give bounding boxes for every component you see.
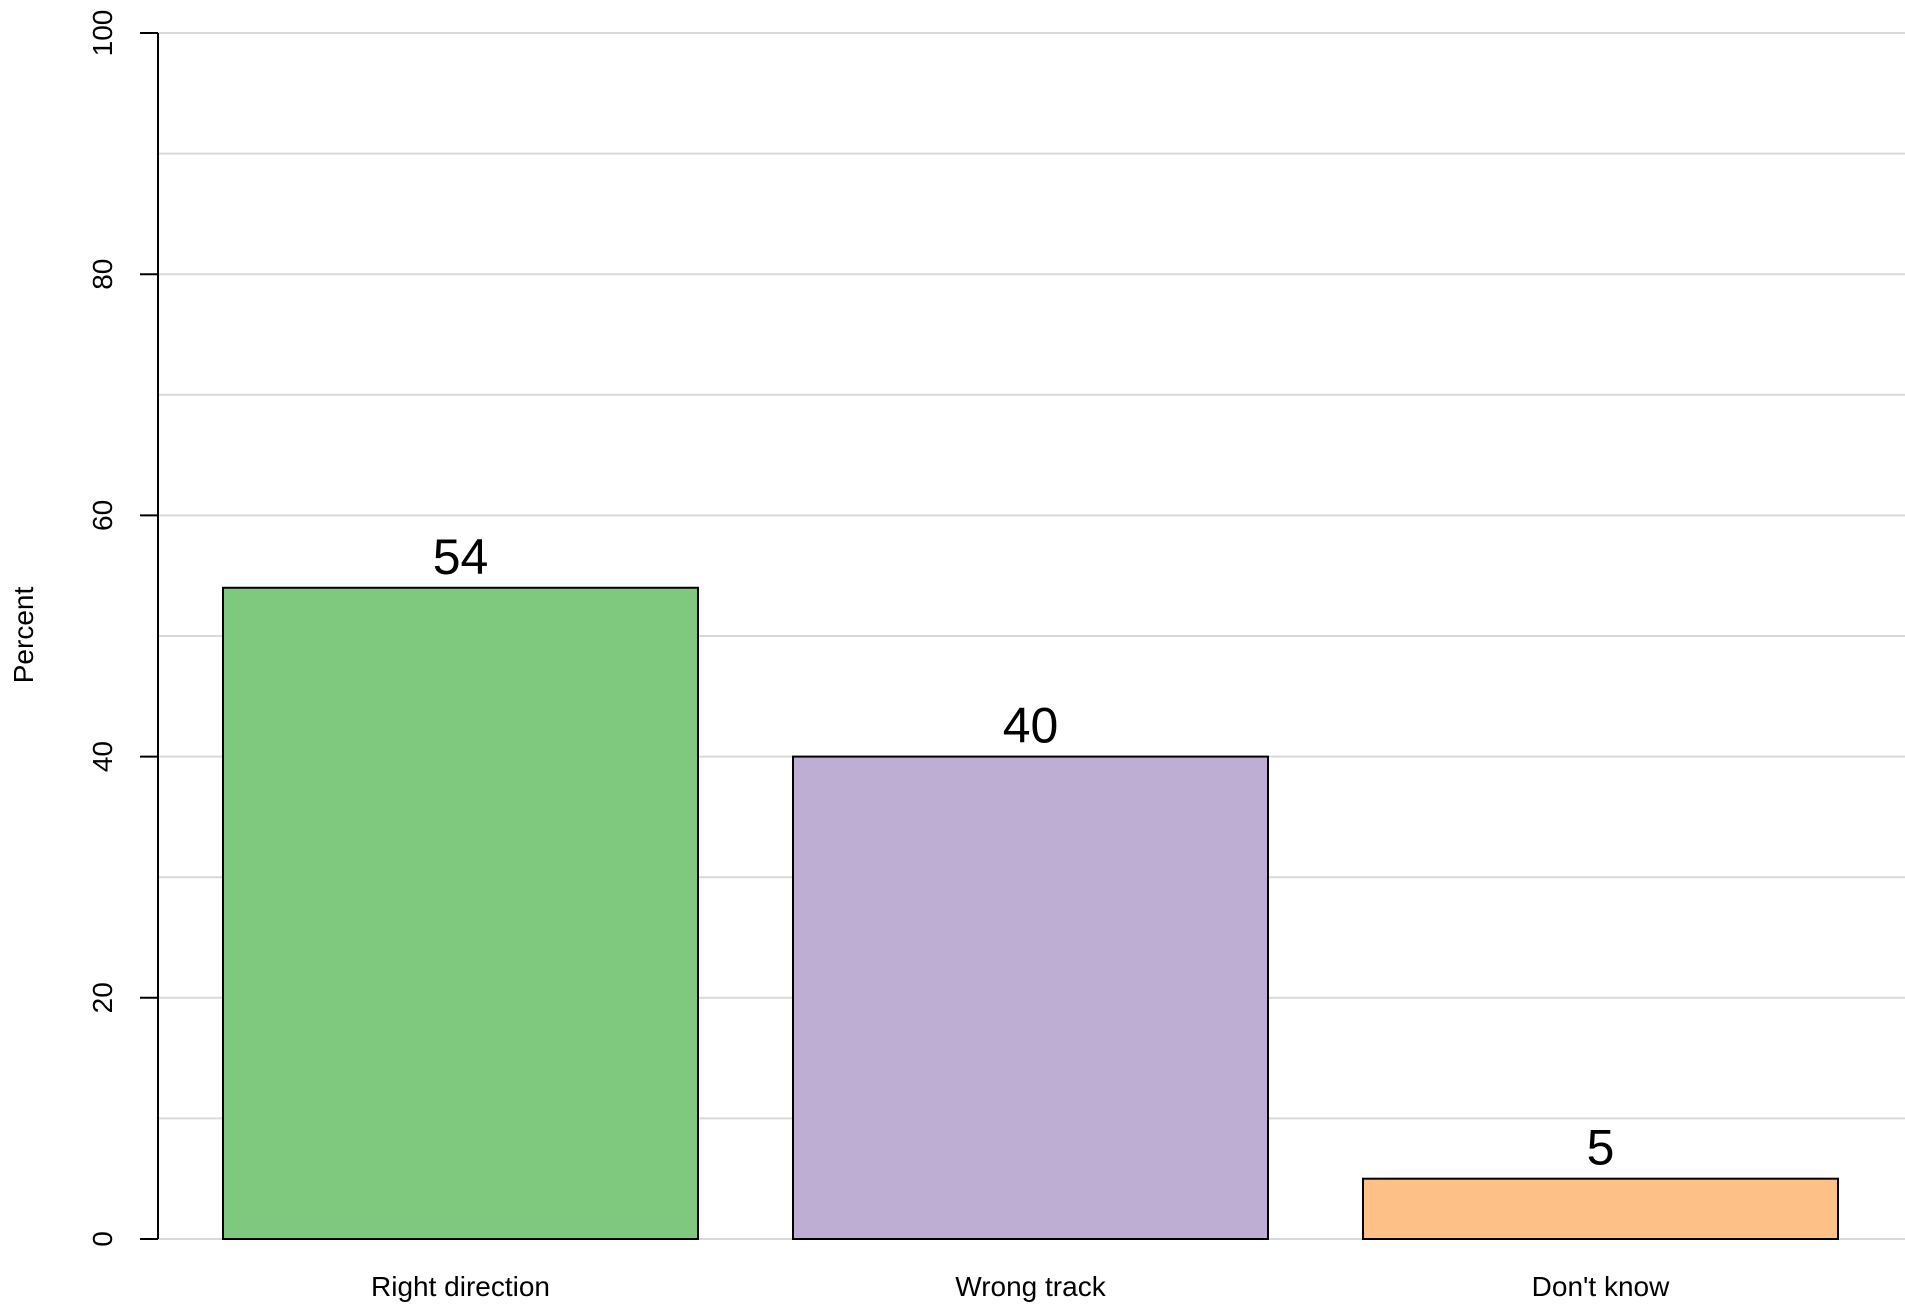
bar [1362, 1177, 1839, 1240]
data-labels: 54 40 5 [433, 529, 1615, 1176]
bar [792, 755, 1269, 1240]
data-label: 5 [1587, 1120, 1615, 1176]
y-tick-label: 0 [87, 1231, 118, 1247]
bar [222, 586, 699, 1240]
y-axis: 0 20 40 60 80 100 [87, 10, 159, 1247]
y-tick-label: 20 [87, 982, 118, 1013]
y-tick-label: 80 [87, 259, 118, 290]
x-axis: Right direction Wrong track Don't know [371, 1271, 1670, 1302]
x-tick-label: Right direction [371, 1271, 550, 1302]
data-label: 54 [433, 529, 489, 585]
y-axis-label: Percent [8, 587, 39, 684]
x-tick-label: Don't know [1532, 1271, 1670, 1302]
data-label: 40 [1003, 698, 1059, 754]
y-tick-label: 100 [87, 10, 118, 57]
y-tick-label: 40 [87, 741, 118, 772]
bars [222, 586, 1839, 1240]
y-tick-label: 60 [87, 500, 118, 531]
x-tick-label: Wrong track [955, 1271, 1106, 1302]
